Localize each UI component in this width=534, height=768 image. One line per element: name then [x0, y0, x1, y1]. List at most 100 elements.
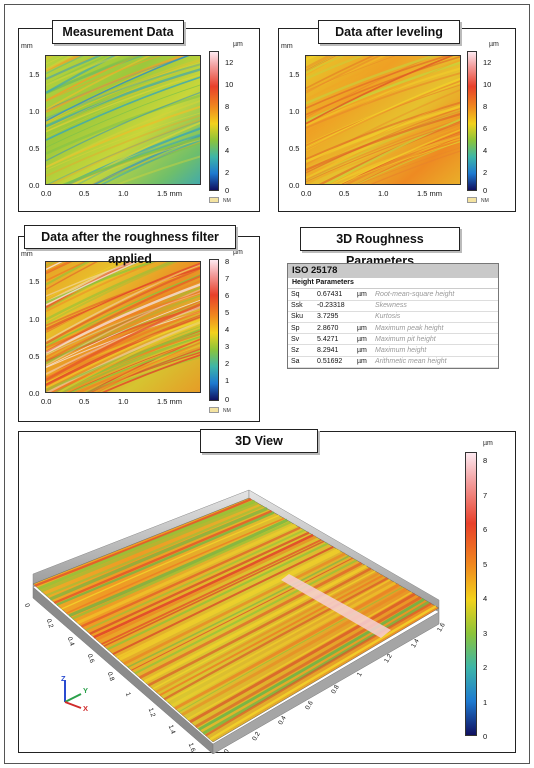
surface-ridge [53, 509, 273, 604]
surface-ridge [40, 501, 259, 593]
colorbar-tick: 2 [225, 359, 230, 368]
param-symbol: Sp [288, 322, 314, 335]
surface-ridge [49, 507, 268, 601]
colorbar-unit-label: µm [233, 249, 243, 256]
surface-scratch [281, 574, 391, 638]
surface-ridge [194, 596, 422, 728]
nm-legend-swatch [209, 197, 219, 203]
param-unit: µm [354, 289, 372, 301]
y-tick: 0.5 [29, 352, 40, 361]
texture-streak [306, 122, 460, 183]
colorbar-tick: 0 [225, 186, 230, 195]
texture-streak [46, 262, 156, 304]
texture-streak [370, 150, 460, 184]
param-unit: µm [354, 322, 372, 335]
measurement-panel: mm µm 1.5 1.0 0.5 0.0 0.0 0.5 1.0 1.5 mm… [18, 28, 260, 212]
texture-streak [356, 140, 460, 184]
colorbar-tick: 7 [225, 274, 230, 283]
texture-streak [46, 302, 200, 382]
texture-streak [46, 56, 74, 71]
texture-streak [46, 56, 81, 72]
texture-streak [306, 56, 375, 90]
surface-ridge [61, 514, 280, 610]
texture-streak [46, 56, 84, 75]
param-value: -0.23318 [314, 300, 354, 312]
surface-ridge [139, 561, 363, 679]
y-tick: 1.5 [29, 277, 40, 286]
texture-streak [46, 56, 109, 86]
surface-ridge [209, 605, 437, 741]
texture-streak [94, 142, 200, 184]
texture-streak [46, 295, 200, 355]
texture-streak [101, 354, 200, 392]
texture-streak [46, 262, 88, 282]
texture-streak [92, 343, 200, 392]
texture-streak [46, 112, 200, 171]
view3d-panel: µm 0 0.2 0.4 0.6 0.8 1 1.2 1.4 1.6 0 0.2 0.4 0.6 0.8 [18, 431, 516, 755]
texture-streak [306, 101, 460, 161]
view3d-title: 3D View [200, 429, 318, 453]
texture-streak [46, 262, 122, 299]
y-tick: 0.5 [29, 144, 40, 153]
texture-streak [46, 56, 102, 80]
colorbar-tick: 12 [483, 58, 492, 67]
texture-streak [306, 72, 460, 129]
colorbar-tick: 10 [225, 80, 234, 89]
param-symbol: Ssk [288, 300, 314, 312]
y-tick: 0.0 [29, 389, 40, 398]
surface-ridge [37, 499, 256, 591]
param-value: 8.2941 [314, 344, 354, 357]
texture-streak [46, 56, 162, 102]
param-symbol: Sa [288, 356, 314, 368]
colorbar-tick: 8 [225, 102, 230, 111]
param-unit [354, 300, 372, 312]
colorbar-tick: 0 [483, 186, 488, 195]
texture-streak [79, 338, 200, 392]
texture-streak [90, 348, 200, 392]
texture-streak [356, 136, 460, 184]
texture-streak [62, 136, 200, 184]
colorbar-tick: 4 [225, 325, 230, 334]
colorbar-tick: 0 [483, 732, 488, 741]
params-standard: ISO 25178 [288, 264, 498, 278]
texture-streak [46, 303, 200, 363]
surface-ridge [112, 545, 334, 656]
y-tick: 1.5 [289, 70, 300, 79]
x-tick: 0.0 [301, 189, 312, 198]
x-tick: 1.5 mm [157, 189, 183, 198]
param-value: 5.4271 [314, 333, 354, 346]
param-symbol: Sku [288, 311, 314, 324]
param-row: Sq 0.67431 µm Root-mean-square height [288, 289, 498, 301]
texture-streak [46, 63, 200, 130]
param-value: 2.8670 [314, 322, 354, 335]
surface-ridge [198, 598, 425, 731]
colorbar-tick: 0 [225, 395, 230, 404]
texture-streak [46, 314, 200, 385]
leveling-heatmap [305, 55, 461, 185]
texture-streak [46, 274, 200, 348]
surface-ridge [68, 518, 288, 618]
param-description: Maximum peak height [372, 322, 498, 335]
param-unit: µm [354, 356, 372, 368]
colorbar-unit-label: µm [233, 41, 243, 48]
texture-streak [46, 84, 200, 148]
texture-streak [46, 292, 200, 356]
colorbar-tick: 5 [225, 308, 230, 317]
colorbar-tick: 4 [225, 146, 230, 155]
y-unit-label: mm [281, 43, 293, 50]
texture-streak [46, 91, 200, 162]
colorbar-unit-label: µm [489, 41, 499, 48]
x-tick: 1.5 mm [417, 189, 443, 198]
texture-streak [46, 317, 200, 389]
colorbar-tick: 6 [483, 124, 488, 133]
texture-streak [46, 60, 200, 125]
front-wall-left [32, 586, 214, 754]
surface-ridge [166, 578, 391, 703]
texture-streak [92, 356, 200, 392]
surface-ridge [71, 521, 292, 620]
texture-streak [75, 346, 200, 392]
colorbar-unit-label: µm [483, 440, 493, 447]
roughness-title: Data after the roughness filter applied [24, 225, 236, 266]
texture-streak [46, 263, 200, 342]
texture-streak [47, 120, 200, 184]
